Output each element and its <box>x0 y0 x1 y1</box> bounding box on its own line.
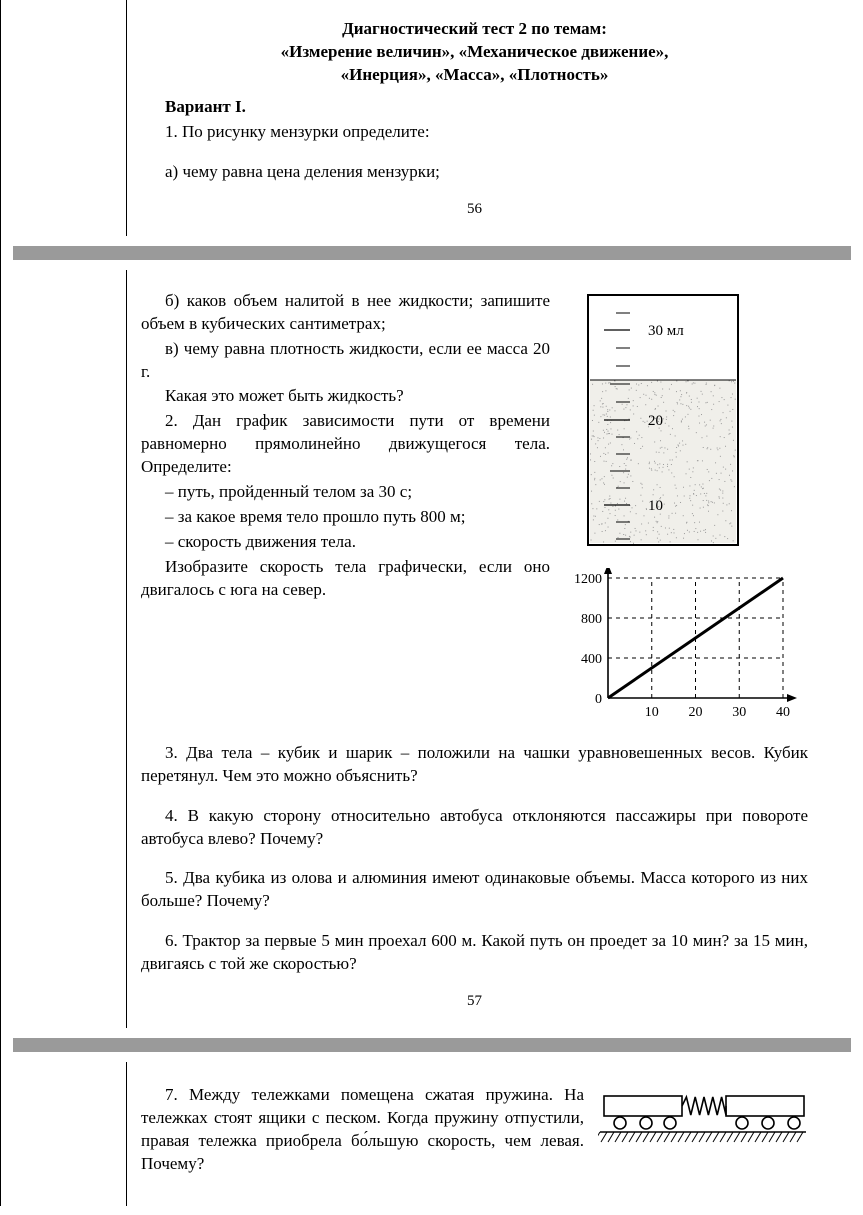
title-line-3: «Инерция», «Масса», «Плотность» <box>141 64 808 87</box>
q1b-q2-block: б) каков объем налитой в нее жидкости; з… <box>141 290 808 728</box>
svg-text:40: 40 <box>776 705 790 720</box>
q7: 7. Между тележками помещена сжатая пружи… <box>141 1084 584 1176</box>
q1-c2: Какая это может быть жид­кость? <box>141 385 550 408</box>
svg-text:10: 10 <box>648 498 663 514</box>
section-page-56-top: Диагностический тест 2 по темам: «Измере… <box>1 0 863 236</box>
q3: 3. Два тела – кубик и шарик – положили н… <box>141 742 808 788</box>
q6: 6. Трактор за первые 5 мин проехал 600 м… <box>141 930 808 976</box>
graduated-cylinder-figure: 30 мл 20 10 <box>568 290 748 550</box>
variant-label: Вариант I. <box>165 97 808 117</box>
svg-text:400: 400 <box>581 652 602 667</box>
carts-figure-wrap <box>598 1084 808 1148</box>
q2-tail: Изобразите скорость тела гра­фически, ес… <box>141 556 550 602</box>
svg-text:10: 10 <box>645 705 659 720</box>
svg-text:0: 0 <box>595 692 602 707</box>
q4: 4. В какую сторону относительно автобуса… <box>141 805 808 851</box>
svg-text:1200: 1200 <box>574 572 602 587</box>
figures-column: 30 мл2010 1020304040080012000S, мt, c <box>568 290 808 728</box>
page-divider-1 <box>13 246 851 260</box>
q1b-q2-text: б) каков объем налитой в нее жидкости; з… <box>141 290 550 604</box>
q7-row: 7. Между тележками помещена сжатая пружи… <box>141 1084 808 1176</box>
q1-a: а) чему равна цена деления мензурки; <box>165 161 808 184</box>
section-q7: 7. Между тележками помещена сжатая пружи… <box>1 1062 863 1206</box>
q1-b: б) каков объем налитой в нее жидкости; з… <box>141 290 550 336</box>
test-title: Диагностический тест 2 по темам: «Измере… <box>141 10 808 87</box>
q2-d2: – за какое время тело прошло путь 800 м; <box>141 506 550 529</box>
q2-intro: 2. Дан график зависимости пути от времен… <box>141 410 550 479</box>
svg-text:30 мл: 30 мл <box>648 323 684 339</box>
svg-text:30: 30 <box>732 705 746 720</box>
svg-text:20: 20 <box>648 413 663 429</box>
title-line-1: Диагностический тест 2 по темам: <box>141 18 808 41</box>
q1-c: в) чему равна плотность жид­кости, если … <box>141 338 550 384</box>
page-number-56: 56 <box>141 201 808 218</box>
q2-d3: – скорость движения тела. <box>141 531 550 554</box>
title-line-2: «Измерение величин», «Механическое движе… <box>141 41 808 64</box>
page-number-57: 57 <box>141 993 808 1010</box>
q1-line1: 1. По рисунку мензурки определите: <box>141 121 808 144</box>
carts-spring-figure <box>598 1084 808 1148</box>
page-divider-2 <box>13 1038 851 1052</box>
svg-text:800: 800 <box>581 612 602 627</box>
q2-d1: – путь, пройденный телом за 30 с; <box>141 481 550 504</box>
svg-text:20: 20 <box>689 705 703 720</box>
distance-time-chart: 1020304040080012000S, мt, c <box>568 568 798 728</box>
q7-text: 7. Между тележками помещена сжатая пружи… <box>141 1084 584 1176</box>
q5: 5. Два кубика из олова и алюминия имеют … <box>141 867 808 913</box>
section-page-57: б) каков объем налитой в нее жидкости; з… <box>1 270 863 1029</box>
